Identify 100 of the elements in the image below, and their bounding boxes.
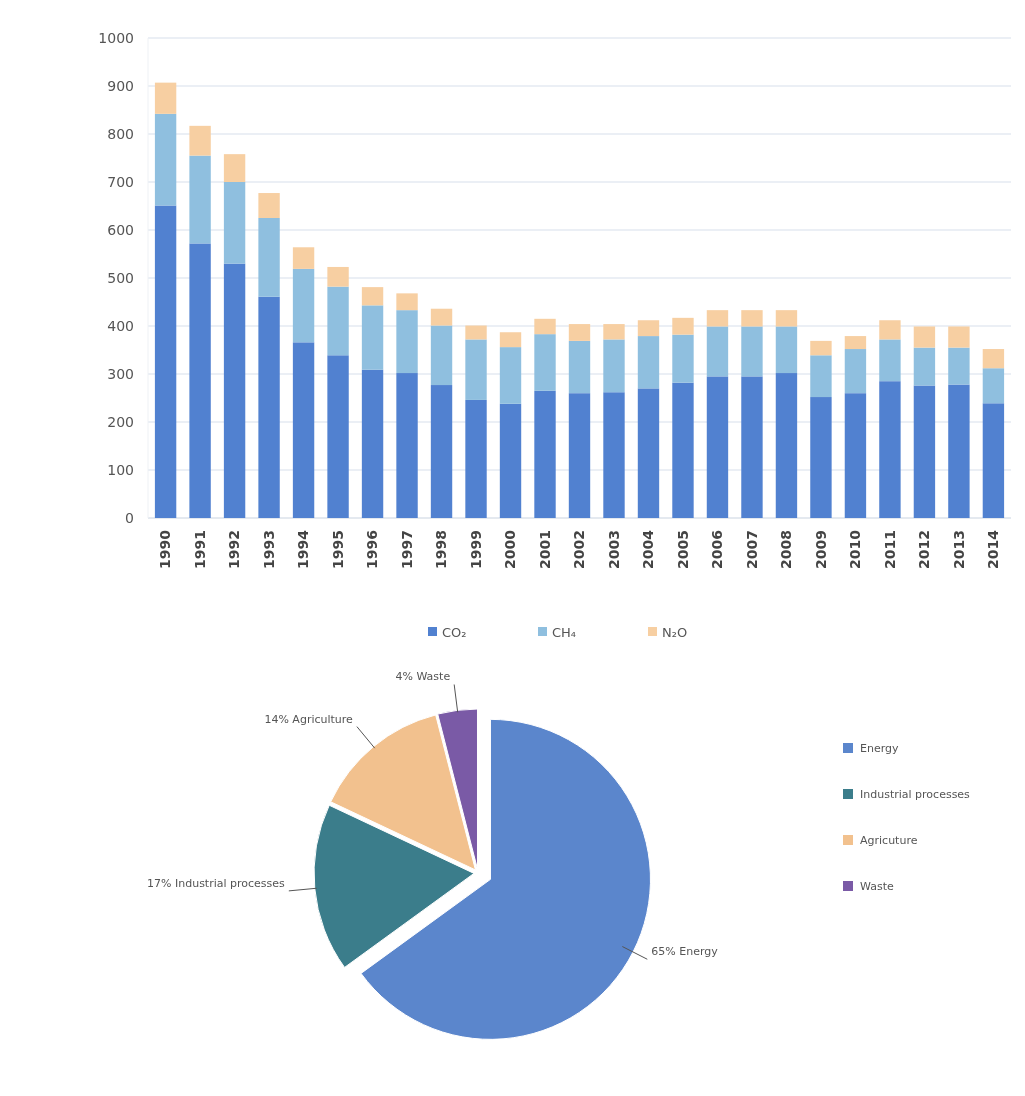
legend-label: N₂O bbox=[662, 624, 688, 640]
bar bbox=[603, 324, 625, 340]
bar bbox=[844, 336, 867, 350]
bar bbox=[327, 355, 349, 518]
bar bbox=[879, 381, 901, 518]
bar bbox=[706, 376, 729, 518]
bar bbox=[154, 205, 177, 518]
legend-label: CH₄ bbox=[552, 624, 577, 640]
y-tick-label: 800 bbox=[107, 125, 134, 142]
bar bbox=[396, 310, 418, 374]
bar bbox=[775, 310, 798, 327]
bar bbox=[499, 347, 522, 404]
bar bbox=[810, 355, 832, 398]
x-tick-label: 2008 bbox=[778, 530, 795, 569]
bar bbox=[982, 403, 1005, 518]
x-tick-label: 1997 bbox=[398, 530, 415, 569]
x-tick-label: 1992 bbox=[226, 530, 243, 569]
x-tick-label: 2001 bbox=[536, 530, 553, 569]
x-tick-label: 2005 bbox=[674, 530, 691, 569]
bar bbox=[706, 326, 729, 377]
bar bbox=[879, 339, 901, 382]
bar bbox=[810, 397, 832, 518]
x-tick-label: 2003 bbox=[605, 530, 622, 569]
bar bbox=[361, 287, 384, 306]
y-tick-label: 1000 bbox=[98, 29, 134, 46]
y-tick-label: 700 bbox=[107, 173, 134, 190]
bar bbox=[292, 342, 315, 518]
bar bbox=[499, 403, 522, 518]
x-tick-label: 2010 bbox=[847, 529, 864, 569]
y-tick-label: 100 bbox=[107, 461, 134, 478]
bar bbox=[982, 368, 1005, 404]
y-tick-label: 0 bbox=[125, 509, 134, 526]
bar bbox=[775, 373, 798, 518]
bar bbox=[534, 318, 556, 335]
bar bbox=[361, 369, 384, 518]
data-label: 17% Industrial processes bbox=[147, 876, 286, 890]
bar bbox=[499, 332, 522, 348]
bar bbox=[430, 385, 453, 518]
bar bbox=[879, 320, 901, 340]
y-tick-label: 200 bbox=[107, 413, 134, 430]
x-tick-label: 1999 bbox=[467, 530, 484, 569]
bar bbox=[189, 243, 211, 518]
bar bbox=[810, 340, 832, 356]
bar bbox=[741, 376, 763, 518]
bar bbox=[534, 390, 556, 518]
bar bbox=[154, 113, 177, 206]
bar bbox=[568, 393, 591, 518]
x-tick-label: 2009 bbox=[812, 530, 829, 569]
legend-label: Agricuture bbox=[860, 833, 918, 847]
x-tick-label: 1998 bbox=[433, 530, 450, 569]
bar bbox=[465, 325, 487, 340]
bar bbox=[913, 385, 936, 518]
data-label: 65% Energy bbox=[651, 945, 719, 959]
bar bbox=[844, 349, 867, 394]
bar bbox=[568, 324, 591, 341]
bar bbox=[948, 347, 970, 385]
x-tick-label: 1995 bbox=[329, 530, 346, 569]
bar bbox=[258, 218, 280, 297]
x-tick-label: 2011 bbox=[881, 530, 898, 569]
bar bbox=[706, 310, 729, 327]
x-tick-label: 1996 bbox=[364, 530, 381, 569]
x-tick-label: 1994 bbox=[295, 529, 312, 569]
bar bbox=[568, 340, 591, 394]
bar bbox=[189, 125, 211, 156]
bar bbox=[223, 182, 246, 264]
x-tick-label: 1993 bbox=[260, 530, 277, 569]
y-tick-label: 300 bbox=[107, 365, 134, 382]
bar bbox=[327, 286, 349, 356]
bar bbox=[258, 296, 280, 518]
bar bbox=[292, 268, 315, 343]
bar bbox=[948, 326, 970, 348]
bar bbox=[913, 347, 936, 386]
x-tick-label: 2002 bbox=[571, 530, 588, 569]
legend-label: Industrial processes bbox=[860, 787, 971, 801]
bar bbox=[396, 293, 418, 311]
data-label: 14% Agriculture bbox=[264, 712, 354, 726]
bar bbox=[982, 349, 1005, 369]
legend-label: CO₂ bbox=[442, 624, 467, 640]
y-tick-label: 500 bbox=[107, 269, 134, 286]
x-tick-label: 2000 bbox=[502, 529, 519, 569]
bar bbox=[154, 82, 177, 114]
bar bbox=[361, 305, 384, 370]
bar bbox=[327, 266, 349, 287]
bar bbox=[396, 373, 418, 518]
x-tick-label: 2013 bbox=[950, 530, 967, 569]
bar bbox=[948, 384, 970, 518]
bar bbox=[223, 263, 246, 518]
bar bbox=[603, 339, 625, 393]
y-tick-label: 900 bbox=[107, 77, 134, 94]
bar bbox=[430, 325, 453, 386]
bar bbox=[189, 155, 211, 244]
bar bbox=[534, 334, 556, 391]
bar bbox=[258, 193, 280, 218]
bar bbox=[465, 399, 487, 518]
bar bbox=[430, 308, 453, 326]
bar bbox=[637, 336, 660, 389]
x-tick-label: 1991 bbox=[191, 530, 208, 569]
legend-label: Waste bbox=[860, 879, 894, 893]
x-tick-label: 2014 bbox=[985, 529, 1002, 569]
bar bbox=[223, 154, 246, 182]
